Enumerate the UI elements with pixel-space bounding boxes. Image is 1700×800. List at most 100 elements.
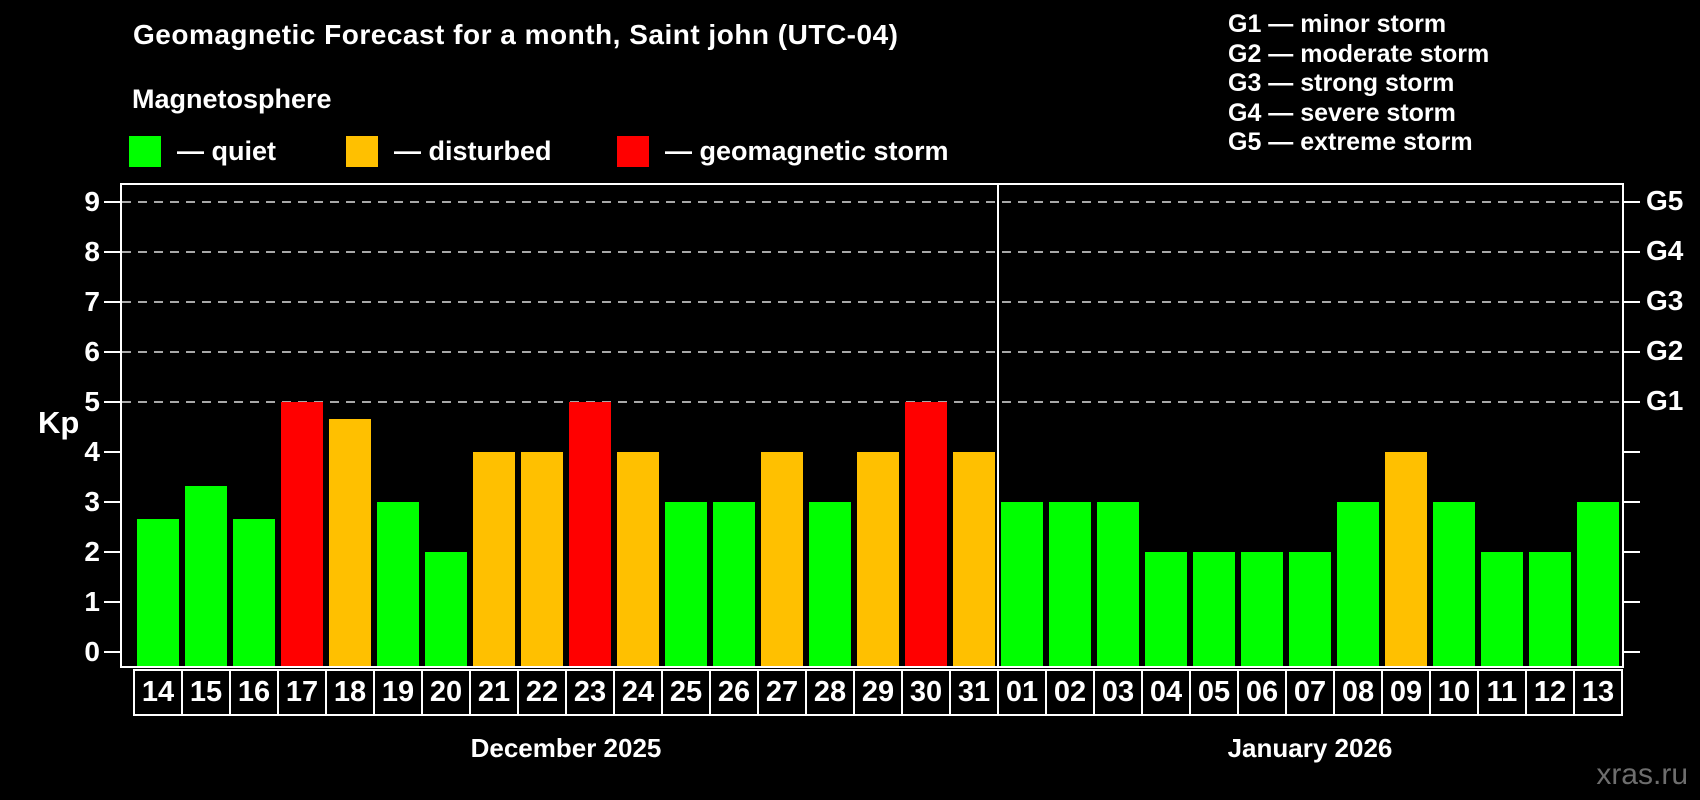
day-label-24: 24 bbox=[613, 669, 663, 716]
right-axis-label-g3: G3 bbox=[1646, 285, 1684, 316]
day-label-21: 21 bbox=[469, 669, 519, 716]
kp-bar-20 bbox=[425, 552, 467, 666]
day-label-23: 23 bbox=[565, 669, 615, 716]
kp-bar-22 bbox=[521, 452, 563, 666]
day-label-28: 28 bbox=[805, 669, 855, 716]
kp-bar-10 bbox=[1433, 502, 1475, 666]
left-tick-9 bbox=[104, 201, 120, 203]
y-tick-label-9: 9 bbox=[84, 186, 100, 217]
day-label-14: 14 bbox=[133, 669, 183, 716]
y-tick-label-4: 4 bbox=[84, 436, 100, 467]
kp-bar-02 bbox=[1049, 502, 1091, 666]
storm-label: — geomagnetic storm bbox=[665, 136, 949, 166]
xras-watermark: xras.ru bbox=[1596, 758, 1688, 791]
kp-bar-08 bbox=[1337, 502, 1379, 666]
gridline-kp5 bbox=[122, 401, 1622, 403]
kp-bar-29 bbox=[857, 452, 899, 666]
month-divider bbox=[997, 183, 999, 668]
day-label-11: 11 bbox=[1477, 669, 1527, 716]
left-tick-4 bbox=[104, 451, 120, 453]
storm-swatch bbox=[617, 136, 649, 167]
day-label-01: 01 bbox=[997, 669, 1047, 716]
y-tick-label-2: 2 bbox=[84, 536, 100, 567]
storm-scale-g3: G3 — strong storm bbox=[1228, 69, 1455, 97]
kp-bar-14 bbox=[137, 518, 179, 666]
gridline-kp6 bbox=[122, 351, 1622, 353]
storm-scale-legend: G1 — minor storm G2 — moderate storm G3 … bbox=[1228, 10, 1489, 158]
right-tick-1 bbox=[1624, 601, 1640, 603]
day-label-04: 04 bbox=[1141, 669, 1191, 716]
left-tick-5 bbox=[104, 401, 120, 403]
month-label-december: December 2025 bbox=[470, 733, 662, 763]
right-axis-label-g5: G5 bbox=[1646, 185, 1684, 216]
kp-bar-16 bbox=[233, 518, 275, 666]
day-label-22: 22 bbox=[517, 669, 567, 716]
y-tick-label-7: 7 bbox=[84, 286, 100, 317]
kp-bar-07 bbox=[1289, 552, 1331, 666]
month-label-january: January 2026 bbox=[1227, 733, 1393, 763]
y-tick-label-3: 3 bbox=[84, 486, 100, 517]
day-label-07: 07 bbox=[1285, 669, 1335, 716]
day-label-06: 06 bbox=[1237, 669, 1287, 716]
kp-bar-05 bbox=[1193, 552, 1235, 666]
right-axis-label-g2: G2 bbox=[1646, 335, 1684, 366]
gridline-kp7 bbox=[122, 301, 1622, 303]
magnetosphere-label: Magnetosphere bbox=[132, 84, 332, 114]
right-axis-label-g4: G4 bbox=[1646, 235, 1684, 266]
day-label-20: 20 bbox=[421, 669, 471, 716]
day-label-12: 12 bbox=[1525, 669, 1575, 716]
kp-bar-30 bbox=[905, 402, 947, 666]
left-tick-6 bbox=[104, 351, 120, 353]
right-tick-6 bbox=[1624, 351, 1640, 353]
kp-bar-04 bbox=[1145, 552, 1187, 666]
right-tick-3 bbox=[1624, 501, 1640, 503]
left-tick-1 bbox=[104, 601, 120, 603]
kp-bar-17 bbox=[281, 402, 323, 666]
day-label-09: 09 bbox=[1381, 669, 1431, 716]
day-label-03: 03 bbox=[1093, 669, 1143, 716]
right-axis-label-g1: G1 bbox=[1646, 385, 1684, 416]
kp-bar-01 bbox=[1001, 502, 1043, 666]
storm-scale-g1: G1 — minor storm bbox=[1228, 10, 1447, 38]
kp-bar-09 bbox=[1385, 452, 1427, 666]
gridline-kp9 bbox=[122, 201, 1622, 203]
kp-bar-27 bbox=[761, 452, 803, 666]
left-tick-3 bbox=[104, 501, 120, 503]
day-label-26: 26 bbox=[709, 669, 759, 716]
kp-bar-13 bbox=[1577, 502, 1619, 666]
y-tick-label-8: 8 bbox=[84, 236, 100, 267]
kp-bar-18 bbox=[329, 418, 371, 666]
kp-bar-03 bbox=[1097, 502, 1139, 666]
day-label-05: 05 bbox=[1189, 669, 1239, 716]
quiet-label: — quiet bbox=[177, 136, 276, 166]
left-tick-7 bbox=[104, 301, 120, 303]
day-label-15: 15 bbox=[181, 669, 231, 716]
day-label-10: 10 bbox=[1429, 669, 1479, 716]
quiet-swatch bbox=[129, 136, 161, 167]
day-label-27: 27 bbox=[757, 669, 807, 716]
day-label-08: 08 bbox=[1333, 669, 1383, 716]
day-label-19: 19 bbox=[373, 669, 423, 716]
gridline-kp8 bbox=[122, 251, 1622, 253]
right-tick-5 bbox=[1624, 401, 1640, 403]
plot-area bbox=[120, 183, 1624, 668]
day-label-29: 29 bbox=[853, 669, 903, 716]
left-tick-2 bbox=[104, 551, 120, 553]
right-tick-9 bbox=[1624, 201, 1640, 203]
y-tick-label-1: 1 bbox=[84, 586, 100, 617]
day-label-25: 25 bbox=[661, 669, 711, 716]
storm-scale-g4: G4 — severe storm bbox=[1228, 98, 1456, 127]
kp-bar-12 bbox=[1529, 552, 1571, 666]
kp-bar-06 bbox=[1241, 552, 1283, 666]
kp-bar-28 bbox=[809, 502, 851, 666]
right-tick-7 bbox=[1624, 301, 1640, 303]
right-tick-2 bbox=[1624, 551, 1640, 553]
day-label-17: 17 bbox=[277, 669, 327, 716]
kp-bar-15 bbox=[185, 485, 227, 666]
right-tick-0 bbox=[1624, 651, 1640, 653]
kp-bar-19 bbox=[377, 502, 419, 666]
day-label-16: 16 bbox=[229, 669, 279, 716]
day-label-18: 18 bbox=[325, 669, 375, 716]
storm-scale-g5: G5 — extreme storm bbox=[1228, 128, 1473, 156]
